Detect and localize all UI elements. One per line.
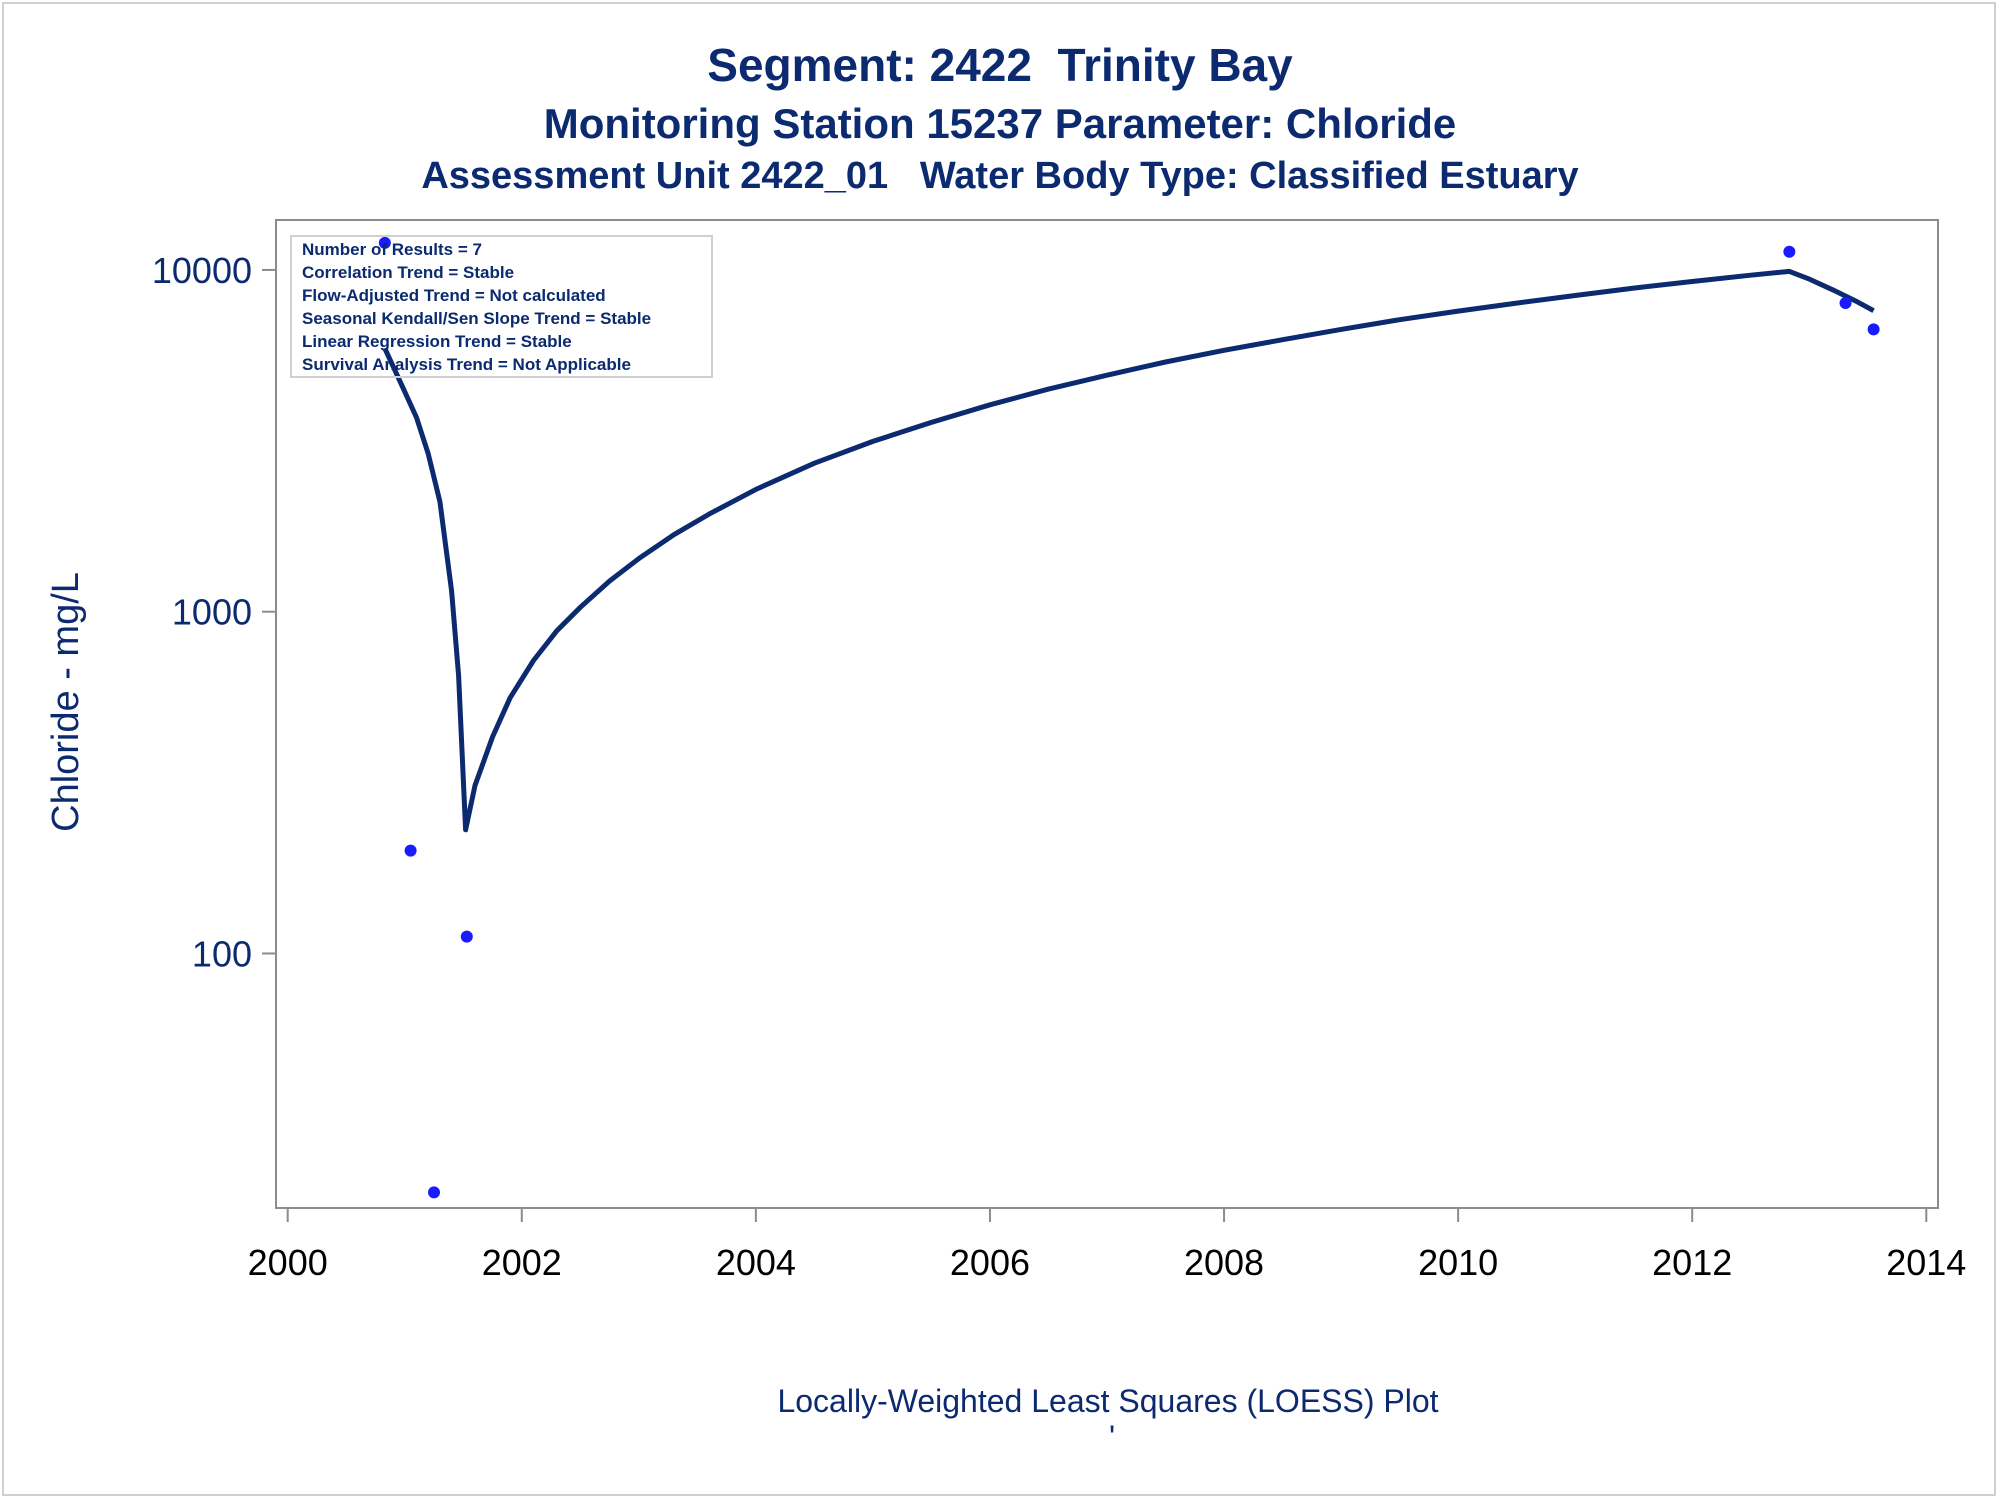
stats-box-line: Number of Results = 7 — [302, 240, 482, 259]
footnote-mark: ' — [1109, 1419, 1115, 1455]
stats-box: Number of Results = 7 Correlation Trend =… — [290, 235, 713, 378]
footnote: Locally-Weighted Least Squares (LOESS) P… — [777, 1383, 1438, 1419]
stats-box-border — [290, 235, 713, 378]
y-tick-label: 100 — [192, 933, 252, 974]
data-points — [378, 236, 1880, 1199]
stats-box-line: Survival Analysis Trend = Not Applicable — [302, 355, 631, 374]
x-tick-label: 2004 — [716, 1242, 796, 1283]
data-point — [428, 1186, 441, 1199]
data-point — [1783, 245, 1796, 258]
x-tick-label: 2010 — [1418, 1242, 1498, 1283]
y-axis-title: Chloride - mg/L — [45, 572, 87, 832]
y-tick-label: 1000 — [172, 592, 252, 633]
y-tick-label: 10000 — [152, 250, 252, 291]
x-tick-label: 2006 — [950, 1242, 1030, 1283]
chart-subtitle-2: Assessment Unit 2422_01 Water Body Type:… — [421, 155, 1579, 197]
plot-area — [275, 219, 1939, 1209]
loess-curve — [382, 268, 1875, 833]
data-point — [460, 930, 473, 943]
data-point — [1867, 323, 1880, 336]
stats-box-line: Linear Regression Trend = Stable — [302, 332, 572, 351]
chart-subtitle: Monitoring Station 15237 Parameter: Chlo… — [543, 100, 1457, 147]
x-tick-label: 2014 — [1886, 1242, 1966, 1283]
x-tick-label: 2000 — [248, 1242, 328, 1283]
y-axis: 100 1000 10000 — [152, 250, 276, 974]
stats-box-line: Flow-Adjusted Trend = Not calculated — [302, 286, 606, 305]
data-point — [404, 844, 417, 857]
x-tick-label: 2012 — [1652, 1242, 1732, 1283]
x-tick-label: 2002 — [482, 1242, 562, 1283]
x-axis: 2000 2002 2004 2006 2008 2010 2012 2014 — [248, 1208, 1966, 1283]
chart-title: Segment: 2422 Trinity Bay — [707, 39, 1293, 91]
stats-box-line: Seasonal Kendall/Sen Slope Trend = Stabl… — [302, 309, 651, 328]
x-tick-label: 2008 — [1184, 1242, 1264, 1283]
stats-box-line: Correlation Trend = Stable — [302, 263, 514, 282]
data-point — [1839, 297, 1852, 310]
data-point — [378, 236, 391, 249]
